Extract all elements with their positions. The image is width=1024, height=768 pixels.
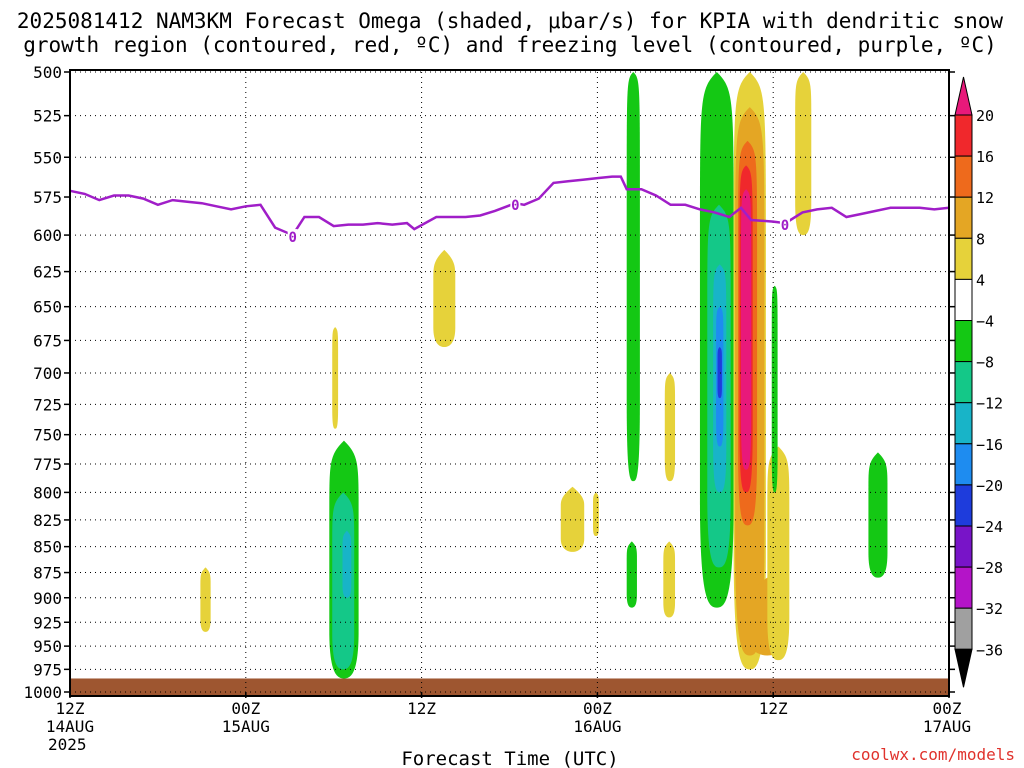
colorbar-bottom-arrow [954,648,973,688]
omega-area-26 [795,72,812,236]
colorbar-band-9 [954,443,973,486]
y-tick-label-825: 825 [33,511,62,530]
omega-area-7 [560,486,585,552]
x-tick-label-48-1: 12Z [759,699,788,718]
colorbar-label-9: −16 [976,436,1003,454]
freezing-level-label-bg-2 [510,197,521,212]
plot-frame [69,69,950,697]
y-tick-label-875: 875 [33,564,62,583]
x-tick-label-0-1: 12Z [56,699,85,718]
x-tick-label-12-2: 15AUG [222,717,270,736]
colorbar-top-arrow [954,76,973,116]
surface-ground [70,678,949,696]
colorbar-band-5 [954,278,973,321]
omega-area-3 [342,530,352,598]
y-tick-label-550: 550 [33,148,62,167]
freezing-level-label-3: 0 [781,218,789,234]
colorbar-label-10: −20 [976,477,1003,495]
x-axis-title: Forecast Time (UTC) [401,748,618,768]
colorbar-band-1 [954,114,973,157]
chart-title-line2: growth region (contoured, red, ºC) and f… [23,33,997,57]
freezing-level: 0 0 0 [69,175,950,246]
freezing-level-label-1: 0 [288,230,296,246]
y-tick-label-900: 900 [33,589,62,608]
colorbar-label-14: −36 [976,641,1003,659]
freezing-level-line [69,175,950,237]
freezing-level-label-bg-3 [779,217,790,232]
omega-area-11 [664,372,676,482]
colorbar-label-1: 20 [976,107,994,125]
y-axis: 500 525 550 575 600 625 650 675 700 725 750 775 800 8… [23,63,955,702]
omega-area-6 [433,249,456,348]
surface-ground-fill [70,678,949,696]
chart-title-line1: 2025081412 NAM3KM Forecast Omega (shaded… [17,9,1004,33]
omega-area-9 [626,72,640,482]
x-tick-label-36-1: 00Z [583,699,612,718]
colorbar-band-13 [954,607,973,650]
y-tick-label-725: 725 [33,395,62,414]
y-tick-label-675: 675 [33,331,62,350]
omega-area-8 [593,492,599,537]
colorbar-band-11 [954,525,973,568]
y-tick-label-800: 800 [33,483,62,502]
x-tick-label-0-2: 14AUG [46,717,94,736]
omega-area-5 [332,327,339,429]
colorbar-band-3 [954,196,973,239]
x-tick-label-12-1: 00Z [231,699,260,718]
y-tick-label-925: 925 [33,613,62,632]
omega-area-25 [771,285,778,493]
y-tick-label-1000: 1000 [23,683,62,702]
y-tick-label-950: 950 [33,637,62,656]
colorbar-band-6 [954,320,973,363]
freezing-level-label-2: 0 [511,198,519,214]
colorbar-band-7 [954,361,973,404]
x-tick-label-24-1: 12Z [407,699,436,718]
y-tick-label-650: 650 [33,298,62,317]
y-tick-label-575: 575 [33,188,62,207]
omega-area-22 [740,189,752,470]
y-tick-label-625: 625 [33,263,62,282]
x-tick-label-60-2: 17AUG [923,717,971,736]
colorbar-label-3: 12 [976,189,994,207]
colorbar-label-4: 8 [976,230,985,248]
colorbar-label-6: −4 [976,313,994,331]
colorbar-band-2 [954,155,973,198]
colorbar-label-13: −32 [976,600,1003,618]
y-tick-label-850: 850 [33,538,62,557]
x-tick-label-60-1: 00Z [933,699,962,718]
omega-area-27 [868,452,888,578]
y-tick-label-775: 775 [33,455,62,474]
colorbar-label-11: −24 [976,518,1003,536]
omega-area-12 [663,541,676,618]
colorbar-band-10 [954,484,973,527]
credit-text: coolwx.com/models [851,745,1015,764]
colorbar-band-8 [954,402,973,445]
colorbar-label-2: 16 [976,148,994,166]
x-tick-label-0-3: 2025 [48,735,87,754]
y-tick-label-750: 750 [33,426,62,445]
y-tick-label-525: 525 [33,107,62,126]
freezing-level-label-bg-1 [287,229,298,244]
y-tick-label-600: 600 [33,226,62,245]
colorbar-band-4 [954,237,973,280]
colorbar-label-12: −28 [976,559,1003,577]
y-tick-label-975: 975 [33,660,62,679]
omega-area-24 [767,446,790,661]
colorbar-label-8: −12 [976,395,1003,413]
colorbar-label-7: −8 [976,354,994,372]
colorbar-band-12 [954,566,973,609]
colorbar-label-5: 4 [976,271,985,289]
colorbar: 20 16 12 8 4 −4 −8 −12 −16 −20 −24 −28 −32 −36 [954,76,1003,688]
omega-area-10 [626,541,637,608]
omega-area-4 [200,567,211,632]
y-tick-label-500: 500 [33,63,62,82]
omega-area-17 [717,347,722,399]
omega-shading [200,72,888,679]
x-tick-label-36-2: 16AUG [573,717,621,736]
y-tick-label-700: 700 [33,364,62,383]
